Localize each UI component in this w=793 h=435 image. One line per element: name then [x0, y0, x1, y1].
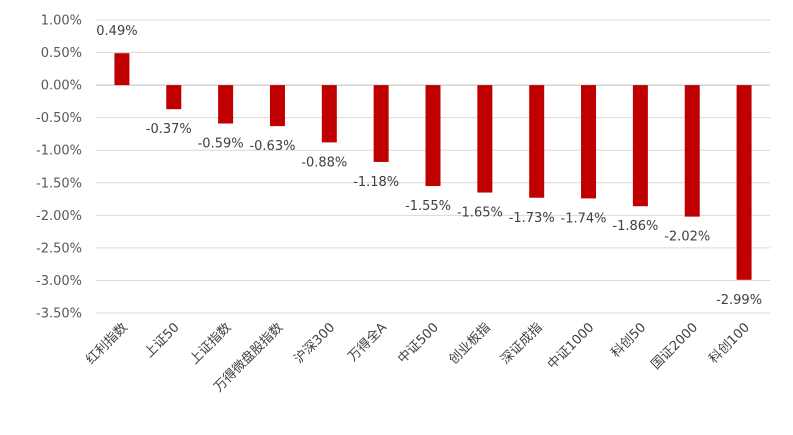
data-label: -2.99%: [716, 293, 762, 308]
bar: [218, 85, 234, 124]
category-label: 科创50: [609, 320, 650, 361]
category-label: 科创100: [706, 320, 753, 367]
data-label: -1.86%: [612, 219, 658, 234]
category-label: 上证指数: [187, 320, 234, 367]
y-tick-label: -2.50%: [36, 241, 82, 256]
category-label: 沪深300: [291, 320, 338, 367]
data-label: -1.18%: [353, 175, 399, 190]
y-tick-label: 0.00%: [41, 79, 82, 94]
y-tick-label: 0.50%: [41, 46, 82, 61]
category-label: 中证500: [395, 320, 442, 367]
data-label: -1.65%: [457, 206, 503, 221]
category-label: 万得全A: [345, 319, 390, 364]
category-label: 创业板指: [446, 320, 493, 367]
category-label: 深证成指: [498, 320, 545, 367]
bar: [684, 85, 700, 217]
bars: [114, 53, 752, 280]
category-label: 中证1000: [545, 320, 597, 372]
data-label: -0.63%: [249, 139, 295, 154]
data-label: -0.88%: [301, 155, 347, 170]
y-axis-ticks: 1.00% 0.50% 0.00% -0.50% -1.00% -1.50% -2.00% -…: [36, 14, 82, 322]
bar: [425, 85, 441, 187]
bar: [166, 85, 182, 110]
category-label: 国证2000: [649, 320, 701, 372]
data-label: -1.55%: [405, 199, 451, 214]
data-label: -1.73%: [509, 211, 555, 226]
bar: [736, 85, 752, 280]
data-label: 0.49%: [96, 24, 137, 39]
category-label: 红利指数: [83, 320, 131, 368]
bar: [373, 85, 389, 162]
y-tick-label: -0.50%: [36, 111, 82, 126]
category-label: 上证50: [142, 320, 183, 361]
bar: [581, 85, 597, 199]
data-label: -1.74%: [561, 211, 607, 226]
bar: [114, 53, 130, 86]
data-label: -0.59%: [198, 137, 244, 152]
y-tick-label: -1.50%: [36, 176, 82, 191]
y-tick-label: -3.00%: [36, 274, 82, 289]
bar: [529, 85, 545, 198]
data-label: -0.37%: [146, 122, 192, 137]
bar: [269, 85, 285, 127]
y-tick-label: -3.50%: [36, 307, 82, 322]
data-labels: 0.49% -0.37% -0.59% -0.63% -0.88% -1.18% -1.55…: [96, 24, 762, 308]
y-tick-label: -2.00%: [36, 209, 82, 224]
bar: [321, 85, 337, 143]
y-tick-label: 1.00%: [41, 14, 82, 29]
y-tick-label: -1.00%: [36, 144, 82, 159]
bar: [632, 85, 648, 207]
bar: [477, 85, 493, 193]
data-label: -2.02%: [664, 230, 710, 245]
